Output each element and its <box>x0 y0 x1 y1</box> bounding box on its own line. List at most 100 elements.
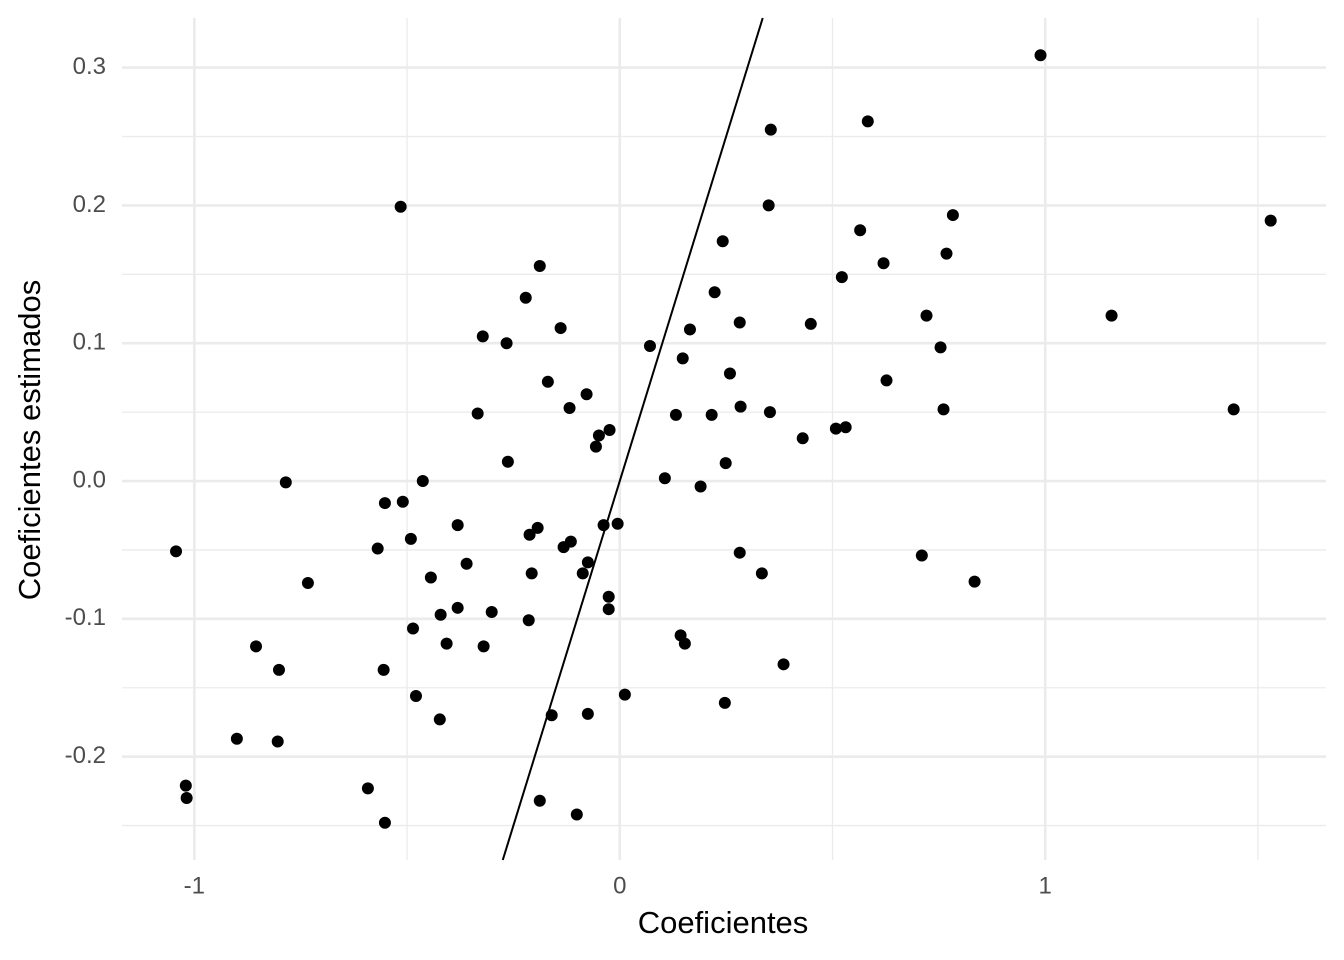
point <box>377 663 390 676</box>
y-tick-label: 0.1 <box>73 329 106 356</box>
point <box>522 614 535 627</box>
x-axis-title: Coeficientes <box>638 905 809 940</box>
point <box>915 549 928 562</box>
point <box>433 713 446 726</box>
point <box>763 406 776 419</box>
point <box>1105 309 1118 322</box>
point <box>563 401 576 414</box>
point <box>602 603 615 616</box>
point <box>180 791 193 804</box>
point <box>968 575 981 588</box>
point <box>279 476 292 489</box>
point <box>934 341 947 354</box>
point <box>683 323 696 336</box>
point <box>440 637 453 650</box>
point <box>946 209 959 222</box>
point <box>471 407 484 420</box>
point <box>835 271 848 284</box>
point <box>854 224 867 237</box>
point <box>762 199 775 212</box>
point <box>477 640 490 653</box>
point <box>170 545 183 558</box>
y-tick-label: -0.2 <box>65 742 106 769</box>
point <box>250 640 263 653</box>
point <box>937 403 950 416</box>
point <box>416 475 429 488</box>
point <box>541 375 554 388</box>
y-tick-label: 0.3 <box>73 53 106 80</box>
point <box>519 291 532 304</box>
point <box>476 330 489 343</box>
point <box>804 317 817 330</box>
point <box>839 421 852 434</box>
point <box>592 429 605 442</box>
point <box>733 546 746 559</box>
y-tick-label: 0.0 <box>73 466 106 493</box>
y-tick-label: -0.1 <box>65 604 106 631</box>
point <box>581 556 594 569</box>
point <box>734 400 747 413</box>
point <box>733 316 746 329</box>
reference-line <box>501 17 764 861</box>
point <box>271 735 284 748</box>
point <box>576 567 589 580</box>
point <box>618 688 631 701</box>
point <box>1227 403 1240 416</box>
point <box>1264 214 1277 227</box>
point <box>485 605 498 618</box>
point <box>525 567 538 580</box>
point <box>589 440 602 453</box>
point <box>611 517 624 530</box>
point <box>755 567 768 580</box>
point <box>694 480 707 493</box>
point <box>378 816 391 829</box>
point <box>570 808 583 821</box>
point <box>705 408 718 421</box>
point <box>407 622 420 635</box>
point <box>179 779 192 792</box>
point <box>643 339 656 352</box>
point <box>371 542 384 555</box>
point <box>272 663 285 676</box>
point <box>829 422 842 435</box>
point <box>533 260 546 273</box>
point <box>451 601 464 614</box>
point <box>394 200 407 213</box>
point <box>460 557 473 570</box>
point <box>554 322 567 335</box>
point <box>434 608 447 621</box>
point <box>531 521 544 534</box>
point <box>1034 49 1047 62</box>
point <box>718 696 731 709</box>
point <box>424 571 437 584</box>
point <box>669 408 682 421</box>
point <box>880 374 893 387</box>
point <box>777 658 790 671</box>
point <box>501 455 514 468</box>
x-tick-label: 1 <box>1039 872 1052 899</box>
point <box>796 432 809 445</box>
point <box>658 472 671 485</box>
point <box>678 637 691 650</box>
point <box>301 577 314 590</box>
point <box>764 123 777 136</box>
point <box>451 519 464 532</box>
point <box>580 388 593 401</box>
point <box>708 286 721 299</box>
point <box>409 690 422 703</box>
x-tick-label: 0 <box>613 872 626 899</box>
y-tick-label: 0.2 <box>73 191 106 218</box>
point <box>602 590 615 603</box>
point <box>676 352 689 365</box>
point <box>557 541 570 554</box>
point <box>533 794 546 807</box>
y-axis-title: Coeficientes estimados <box>12 280 47 601</box>
point <box>361 782 374 795</box>
point <box>230 732 243 745</box>
point <box>940 247 953 260</box>
point <box>920 309 933 322</box>
point <box>603 424 616 437</box>
point <box>378 497 391 510</box>
point <box>723 367 736 380</box>
